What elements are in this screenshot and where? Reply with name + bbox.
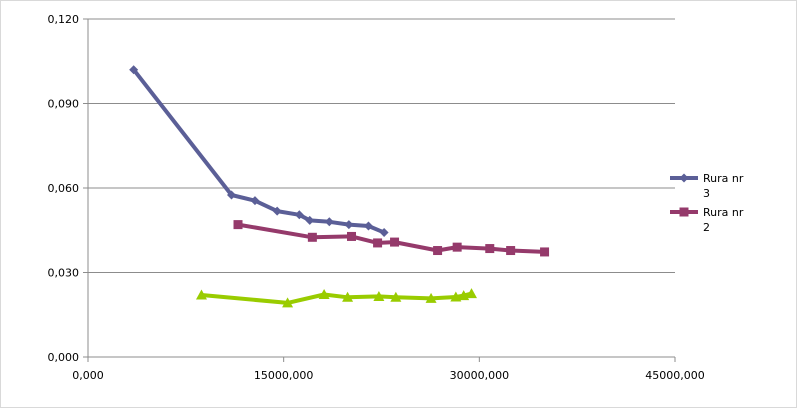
data-point xyxy=(506,246,516,256)
legend: Rura nr 3 Rura nr 2 xyxy=(670,172,744,234)
data-point xyxy=(226,190,236,200)
data-point xyxy=(195,289,207,300)
data-point xyxy=(129,65,139,75)
data-point xyxy=(390,291,402,302)
data-point xyxy=(346,231,356,241)
series-layer xyxy=(129,65,550,308)
data-point xyxy=(373,238,383,248)
series-3 xyxy=(195,288,478,308)
data-point xyxy=(307,232,317,242)
x-tick-label: 45000,000 xyxy=(645,369,705,382)
data-point xyxy=(379,228,389,238)
data-point xyxy=(250,196,260,206)
data-point xyxy=(324,217,334,227)
x-tick-label: 30000,000 xyxy=(450,369,510,382)
data-point xyxy=(540,247,550,257)
data-point xyxy=(425,292,437,303)
y-tick-label: 0,060 xyxy=(48,182,80,195)
legend-entry: Rura nr 2 xyxy=(670,206,744,234)
series-line xyxy=(236,222,547,254)
y-tick-label: 0,090 xyxy=(48,98,80,111)
data-point xyxy=(450,291,462,302)
data-point xyxy=(318,288,330,299)
y-tick-label: 0,030 xyxy=(48,267,80,280)
series-line xyxy=(199,291,474,305)
legend-label: 3 xyxy=(703,187,710,200)
data-point xyxy=(452,242,462,252)
y-tick-label: 0,000 xyxy=(48,351,80,364)
data-point xyxy=(363,221,373,231)
data-point xyxy=(233,220,243,230)
legend-label: 2 xyxy=(703,221,710,234)
y-tick-label: 0,120 xyxy=(48,13,80,26)
gridlines xyxy=(88,18,675,273)
legend-swatch-marker xyxy=(679,173,689,183)
series-2 xyxy=(233,220,550,257)
series-1 xyxy=(129,65,389,238)
data-point xyxy=(282,297,294,308)
data-point xyxy=(485,244,495,254)
data-point xyxy=(294,210,304,220)
data-point xyxy=(305,215,315,225)
data-point xyxy=(466,288,478,299)
legend-label: Rura nr xyxy=(703,206,744,219)
data-point xyxy=(272,206,282,216)
series-line xyxy=(131,67,387,235)
x-tick-label: 0,000 xyxy=(72,369,104,382)
data-point xyxy=(433,246,443,256)
data-point xyxy=(373,290,385,301)
y-axis-ticks: 0,000 0,030 0,060 0,090 0,120 xyxy=(48,13,88,364)
data-point xyxy=(342,291,354,302)
x-tick-label: 15000,000 xyxy=(254,369,314,382)
legend-swatch-marker xyxy=(679,207,689,217)
legend-entry: Rura nr 3 xyxy=(670,172,744,200)
legend-label: Rura nr xyxy=(703,172,744,185)
data-point xyxy=(390,237,400,247)
x-axis-ticks: 0,000 15000,000 30000,000 45000,000 xyxy=(72,357,705,382)
data-point xyxy=(344,220,354,230)
